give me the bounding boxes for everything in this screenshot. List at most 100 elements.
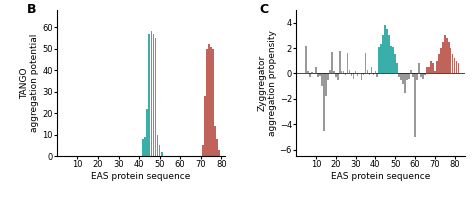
Bar (153, 34, 155, 156)
Bar (145, 137, 146, 156)
Bar (323, 73, 325, 131)
Bar (319, 73, 321, 76)
Bar (148, 34, 150, 156)
Bar (396, 63, 398, 73)
Bar (325, 73, 327, 96)
Bar (442, 42, 444, 73)
Bar (412, 73, 414, 77)
Bar (363, 73, 365, 75)
Bar (315, 67, 317, 73)
Bar (321, 73, 323, 86)
Bar (369, 73, 370, 75)
Bar (210, 46, 212, 156)
Bar (388, 35, 390, 73)
Bar (151, 31, 152, 156)
Bar (392, 47, 394, 73)
Bar (400, 73, 402, 80)
Bar (219, 150, 220, 156)
Bar (452, 54, 454, 73)
Bar (394, 54, 396, 73)
Bar (327, 73, 328, 80)
Bar (157, 135, 158, 156)
Bar (384, 25, 386, 73)
Bar (438, 54, 439, 73)
Bar (422, 73, 424, 79)
Bar (446, 38, 447, 73)
Bar (212, 49, 214, 156)
Bar (341, 71, 343, 73)
Bar (456, 61, 457, 73)
Bar (351, 73, 352, 76)
Bar (378, 47, 380, 73)
Bar (440, 48, 442, 73)
Bar (349, 70, 350, 73)
Bar (343, 71, 345, 73)
Bar (155, 38, 156, 156)
Bar (331, 52, 333, 73)
Bar (355, 71, 356, 73)
Bar (159, 145, 161, 156)
Bar (146, 109, 148, 156)
Bar (161, 152, 163, 156)
Bar (329, 70, 330, 73)
Text: C: C (259, 3, 268, 16)
Y-axis label: Zyggregator
aggregation propensity: Zyggregator aggregation propensity (257, 30, 277, 136)
Bar (410, 70, 412, 73)
Bar (454, 58, 456, 73)
Bar (335, 73, 337, 77)
Bar (398, 73, 400, 77)
Bar (436, 61, 438, 73)
Bar (383, 35, 384, 73)
Bar (202, 145, 204, 156)
Bar (373, 73, 374, 75)
Bar (406, 73, 408, 80)
Bar (361, 73, 362, 80)
Bar (416, 73, 418, 80)
Bar (450, 48, 452, 73)
Bar (208, 44, 210, 156)
Bar (204, 96, 206, 156)
Bar (337, 73, 338, 80)
Bar (426, 67, 428, 73)
X-axis label: EAS protein sequence: EAS protein sequence (91, 172, 191, 181)
Bar (418, 63, 420, 73)
Bar (347, 53, 348, 73)
Bar (142, 139, 144, 156)
Bar (214, 126, 216, 156)
Bar (391, 46, 392, 73)
Bar (428, 67, 430, 73)
Bar (371, 67, 372, 73)
Bar (420, 73, 422, 77)
Bar (444, 35, 446, 73)
Bar (430, 61, 432, 73)
Bar (424, 73, 426, 75)
Bar (386, 29, 388, 73)
Bar (333, 71, 335, 73)
Bar (309, 73, 311, 77)
Bar (356, 73, 358, 76)
Bar (448, 42, 449, 73)
Bar (311, 72, 313, 73)
Bar (374, 71, 376, 73)
Bar (414, 73, 416, 137)
Bar (402, 73, 404, 84)
Bar (353, 73, 355, 79)
X-axis label: EAS protein sequence: EAS protein sequence (330, 172, 430, 181)
Y-axis label: TANGO
aggregation potential: TANGO aggregation potential (20, 34, 39, 132)
Bar (458, 63, 459, 73)
Bar (365, 53, 366, 73)
Bar (408, 73, 410, 79)
Bar (206, 49, 208, 156)
Bar (404, 73, 406, 93)
Bar (216, 139, 218, 156)
Bar (381, 44, 382, 73)
Bar (376, 73, 378, 77)
Bar (307, 71, 309, 73)
Bar (434, 71, 436, 73)
Bar (305, 46, 307, 73)
Bar (366, 70, 368, 73)
Bar (345, 73, 346, 75)
Bar (317, 73, 319, 77)
Text: B: B (27, 3, 36, 16)
Bar (339, 51, 340, 73)
